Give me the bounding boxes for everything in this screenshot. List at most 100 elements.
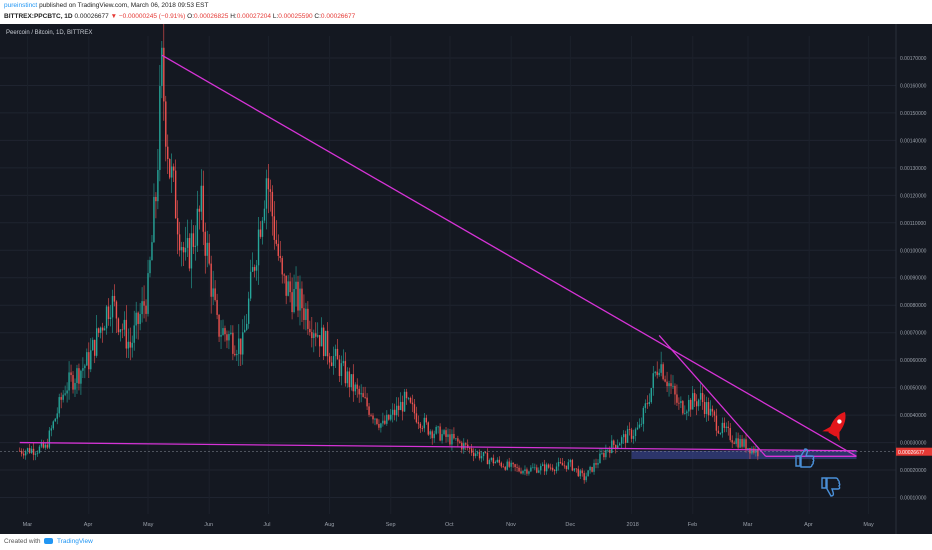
candle-body <box>131 342 133 348</box>
candle-body <box>200 185 203 212</box>
candle-body <box>697 399 700 407</box>
candle-body <box>113 295 116 302</box>
candle-body <box>571 460 574 471</box>
candle-body <box>595 463 597 465</box>
candle-body <box>569 460 572 463</box>
candle-body <box>192 233 195 247</box>
candle-body <box>161 47 163 87</box>
candle-body <box>232 332 234 354</box>
x-tick-label: Apr <box>84 522 93 528</box>
candle-body <box>320 327 323 347</box>
candle-body <box>749 448 751 454</box>
candle-body <box>607 449 609 451</box>
candle-body <box>628 429 631 431</box>
candle-body <box>518 467 520 472</box>
candle-body <box>484 452 487 453</box>
candle-body <box>480 456 483 459</box>
candle-body <box>522 471 524 474</box>
candle-body <box>30 448 33 453</box>
candle-body <box>330 362 333 366</box>
candle-body <box>117 318 120 333</box>
candle-body <box>534 467 536 469</box>
candle-body <box>538 470 540 473</box>
candle-body <box>275 239 277 244</box>
candle-body <box>80 370 82 384</box>
candle-body <box>755 449 757 453</box>
candle-body <box>470 448 473 453</box>
candle-body <box>169 159 171 178</box>
candle-body <box>267 178 270 190</box>
candle-body <box>642 407 645 424</box>
candle-body <box>510 462 512 467</box>
candle-body <box>94 339 96 356</box>
candle-body <box>178 234 181 251</box>
candle-body <box>729 428 731 441</box>
candle-body <box>601 452 603 454</box>
candle-body <box>388 414 390 420</box>
candle-body <box>478 452 481 459</box>
candle-body <box>727 426 729 429</box>
candle-body <box>695 401 698 407</box>
candle-body <box>445 430 447 437</box>
close-value: 0.00026677 <box>320 13 356 20</box>
candle-body <box>486 452 489 465</box>
candle-body <box>624 434 627 443</box>
candle-body <box>634 429 637 436</box>
tradingview-logo-icon <box>44 538 54 545</box>
candle-body <box>411 402 414 405</box>
chart-area[interactable]: 0.00170000 0.00160000 0.00150000 0.00140000… <box>0 24 932 534</box>
last-price-tag-label: 0.00026677 <box>898 450 925 456</box>
candle-body <box>121 329 124 331</box>
candle-body <box>22 453 25 456</box>
candle-body <box>324 330 327 357</box>
candle-body <box>717 430 720 434</box>
candle-body <box>390 414 392 420</box>
price-chart[interactable]: 0.00170000 0.00160000 0.00150000 0.00140000… <box>0 24 932 534</box>
candle-body <box>245 323 248 330</box>
candle-body <box>346 371 349 384</box>
y-tick-label: 0.00150000 <box>900 111 927 117</box>
candle-body <box>508 461 510 467</box>
candle-body <box>455 438 457 440</box>
candle-body <box>64 393 66 395</box>
footer: Created with TradingView <box>4 538 93 545</box>
candle-body <box>84 365 86 369</box>
candle-body <box>646 403 649 405</box>
x-tick-label: Jul <box>263 522 270 528</box>
tradingview-brand[interactable]: TradingView <box>57 538 93 545</box>
candle-body <box>453 433 455 439</box>
candle-body <box>640 423 643 425</box>
candle-body <box>662 364 664 380</box>
candle-body <box>745 439 747 451</box>
candle-body <box>271 191 274 217</box>
candle-body <box>733 442 735 444</box>
candle-body <box>435 426 437 434</box>
candle-body <box>218 314 220 337</box>
candle-body <box>255 265 258 271</box>
candle-body <box>666 381 668 387</box>
candle-body <box>374 418 376 420</box>
candle-body <box>632 435 635 439</box>
candle-body <box>198 208 201 212</box>
candle-body <box>496 459 499 462</box>
candle-body <box>348 371 351 388</box>
candle-body <box>392 409 394 415</box>
candle-body <box>376 418 378 424</box>
candle-body <box>285 275 287 296</box>
candle-body <box>338 359 341 377</box>
publisher-name[interactable]: pureinstinct <box>4 2 38 9</box>
x-tick-label: Mar <box>23 522 33 528</box>
candle-body <box>469 448 471 449</box>
x-tick-label: Jun <box>204 522 213 528</box>
candle-body <box>86 352 88 366</box>
candle-body <box>313 333 315 339</box>
candle-body <box>242 332 244 355</box>
x-tick-label: Sep <box>386 522 396 528</box>
y-tick-label: 0.00140000 <box>900 138 927 144</box>
candle-body <box>654 371 656 374</box>
candle-body <box>397 405 400 411</box>
y-tick-label: 0.00020000 <box>900 468 927 474</box>
x-tick-label: Nov <box>506 522 516 528</box>
candle-body <box>563 465 566 467</box>
candle-body <box>591 466 593 472</box>
